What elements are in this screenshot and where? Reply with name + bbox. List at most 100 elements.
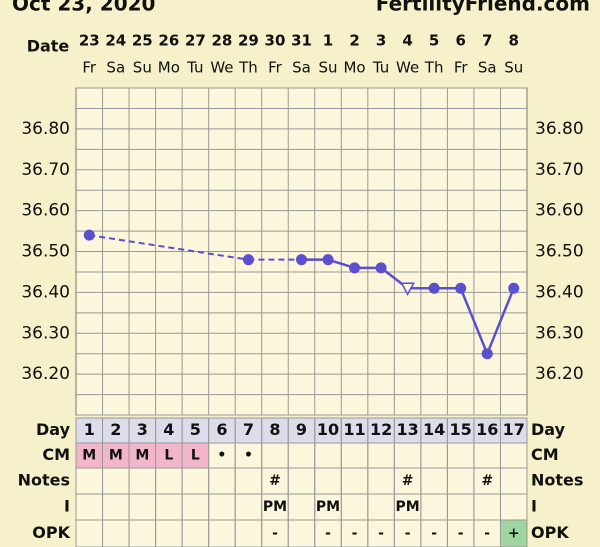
row-label-right: OPK [531,523,569,542]
weekday-label: Su [133,59,152,77]
row-label: I [64,497,70,516]
date-label: 4 [402,32,412,50]
date-label: 31 [291,32,312,50]
weekday-label: Sa [478,59,497,77]
cell-text: 16 [476,420,498,439]
dashed-segment [89,234,249,261]
cell-text: 7 [243,420,254,439]
cell-text: - [325,526,331,542]
date-label: 24 [105,32,126,50]
point [375,262,387,274]
row-label-right: Notes [531,471,583,490]
date-label: 25 [132,32,153,50]
date-label: 3 [376,32,386,50]
cell-text: 9 [296,420,307,439]
y-tick-label: 36.20 [21,364,70,384]
date-label: 7 [482,32,492,50]
point [296,254,307,266]
cell-text: # [481,473,493,489]
point-triangle [400,282,415,296]
cell-text: - [352,526,358,542]
weekday-label: Th [424,59,444,77]
cell-text: • [217,448,226,464]
table-cell [499,519,528,547]
y-tick-label: 36.60 [21,201,70,221]
weekday-label: Fr [454,59,469,77]
y-tick-label-right: 36.50 [535,242,584,262]
cell-text: PM [316,499,340,515]
weekday-label: Fr [82,59,97,77]
date-label: 8 [509,32,519,50]
y-tick-label-right: 36.70 [535,160,584,180]
cell-text: 3 [137,420,148,439]
point [508,282,520,294]
cell-text: M [135,448,149,464]
cell-text: 10 [317,420,339,439]
date-label: 1 [323,32,333,50]
row-label-right: CM [531,445,559,464]
weekday-label: Sa [292,59,311,77]
cell-text: 14 [423,420,445,439]
date-label: 30 [265,32,286,50]
cell-text: 15 [450,420,472,439]
cell-text: - [458,526,464,542]
date-label: 5 [429,32,439,50]
cell-text: L [164,448,173,464]
row-label-right: Day [531,420,566,439]
cell-text: 11 [343,420,365,439]
table-row [75,493,528,521]
cell-text: PM [263,499,287,515]
cell-text: 13 [396,420,418,439]
y-tick-label: 36.50 [21,242,70,262]
line-segment [486,287,515,355]
date-label: 6 [455,32,465,50]
table-row [75,417,528,444]
point [481,348,493,360]
cell-text: • [244,448,253,464]
point [428,282,440,294]
point [322,254,334,266]
row-label: CM [42,445,70,464]
cell-text: - [378,526,384,542]
cell-text: + [508,526,520,542]
weekday-label: We [396,59,419,77]
y-tick-label: 36.30 [21,323,70,343]
y-tick-label: 36.40 [21,282,70,302]
cell-text: PM [396,499,420,515]
y-tick-label: 36.70 [21,160,70,180]
cell-text: 2 [110,420,121,439]
weekday-label: Tu [372,59,389,77]
cell-text: 17 [503,420,525,439]
cell-text: 12 [370,420,392,439]
chart-date: Oct 23, 2020 [12,0,155,16]
weekday-label: Su [504,59,523,77]
y-tick-label-right: 36.40 [535,282,584,302]
cell-text: 8 [269,420,280,439]
date-label: 23 [79,32,100,50]
date-label: 27 [185,32,206,50]
weekday-label: Tu [186,59,203,77]
cell-text: 4 [163,420,174,439]
weekday-label: Sa [106,59,125,77]
cell-text: M [82,448,96,464]
weekday-label: Fr [268,59,283,77]
line-segment [459,287,489,355]
cell-text: - [405,526,411,542]
weekday-label: Su [319,59,338,77]
row-label: Day [36,420,71,439]
weekday-label: Th [238,59,258,77]
cell-text: - [484,526,490,542]
y-tick-label-right: 36.60 [535,201,584,221]
date-label: 2 [349,32,359,50]
cell-text: 5 [190,420,201,439]
cell-text: 6 [216,420,227,439]
point [349,262,361,274]
row-label: OPK [32,523,70,542]
date-label: 26 [158,32,179,50]
y-tick-label: 36.80 [21,119,70,139]
weekday-label: We [210,59,233,77]
cell-text: L [191,448,200,464]
row-label-right: I [531,497,537,516]
cell-text: 1 [84,420,95,439]
